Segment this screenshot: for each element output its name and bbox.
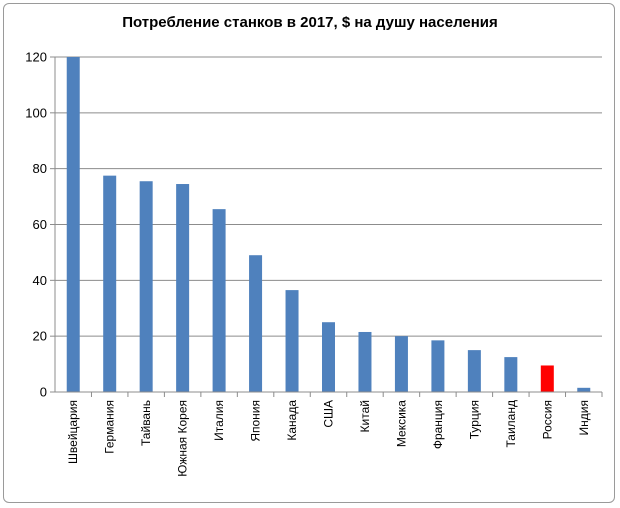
chart-title: Потребление станков в 2017, $ на душу на…: [122, 14, 498, 31]
bar: [394, 336, 408, 392]
bar: [577, 387, 591, 392]
bar: [322, 322, 335, 392]
bar: [103, 175, 117, 392]
y-tick-label: 120: [25, 50, 47, 65]
x-tick-label: Россия: [540, 400, 554, 439]
bar: [540, 365, 554, 392]
bar: [139, 181, 153, 392]
x-tick-label: Германия: [103, 400, 117, 454]
y-tick-label: 100: [25, 105, 47, 120]
x-tick-label: Мексика: [394, 400, 408, 447]
y-tick-label: 0: [40, 385, 47, 400]
x-tick-label: Индия: [577, 400, 591, 435]
bar: [285, 290, 299, 392]
bar: [212, 209, 226, 392]
y-tick-label: 20: [33, 329, 47, 344]
x-tick-label: США: [322, 400, 336, 428]
bar: [176, 184, 190, 392]
x-tick-label: Канада: [285, 400, 299, 441]
bar: [504, 357, 518, 392]
bar: [66, 57, 80, 392]
x-tick-label: Южная Корея: [176, 400, 190, 477]
x-tick-label: Турция: [467, 400, 481, 439]
y-tick-label: 80: [33, 161, 47, 176]
y-tick-label: 60: [33, 217, 47, 232]
x-tick-label: Япония: [249, 400, 263, 442]
bar: [249, 255, 263, 392]
x-tick-label: Швейцария: [66, 400, 80, 464]
x-tick-label: Тайвань: [139, 400, 153, 446]
y-tick-label: 40: [33, 273, 47, 288]
x-tick-label: Италия: [212, 400, 226, 441]
x-tick-label: Таиланд: [504, 400, 518, 447]
x-tick-label: Франция: [431, 400, 445, 449]
x-tick-label: Китай: [358, 400, 372, 432]
bar: [467, 350, 481, 392]
bar: [431, 340, 445, 392]
bar: [358, 331, 372, 392]
